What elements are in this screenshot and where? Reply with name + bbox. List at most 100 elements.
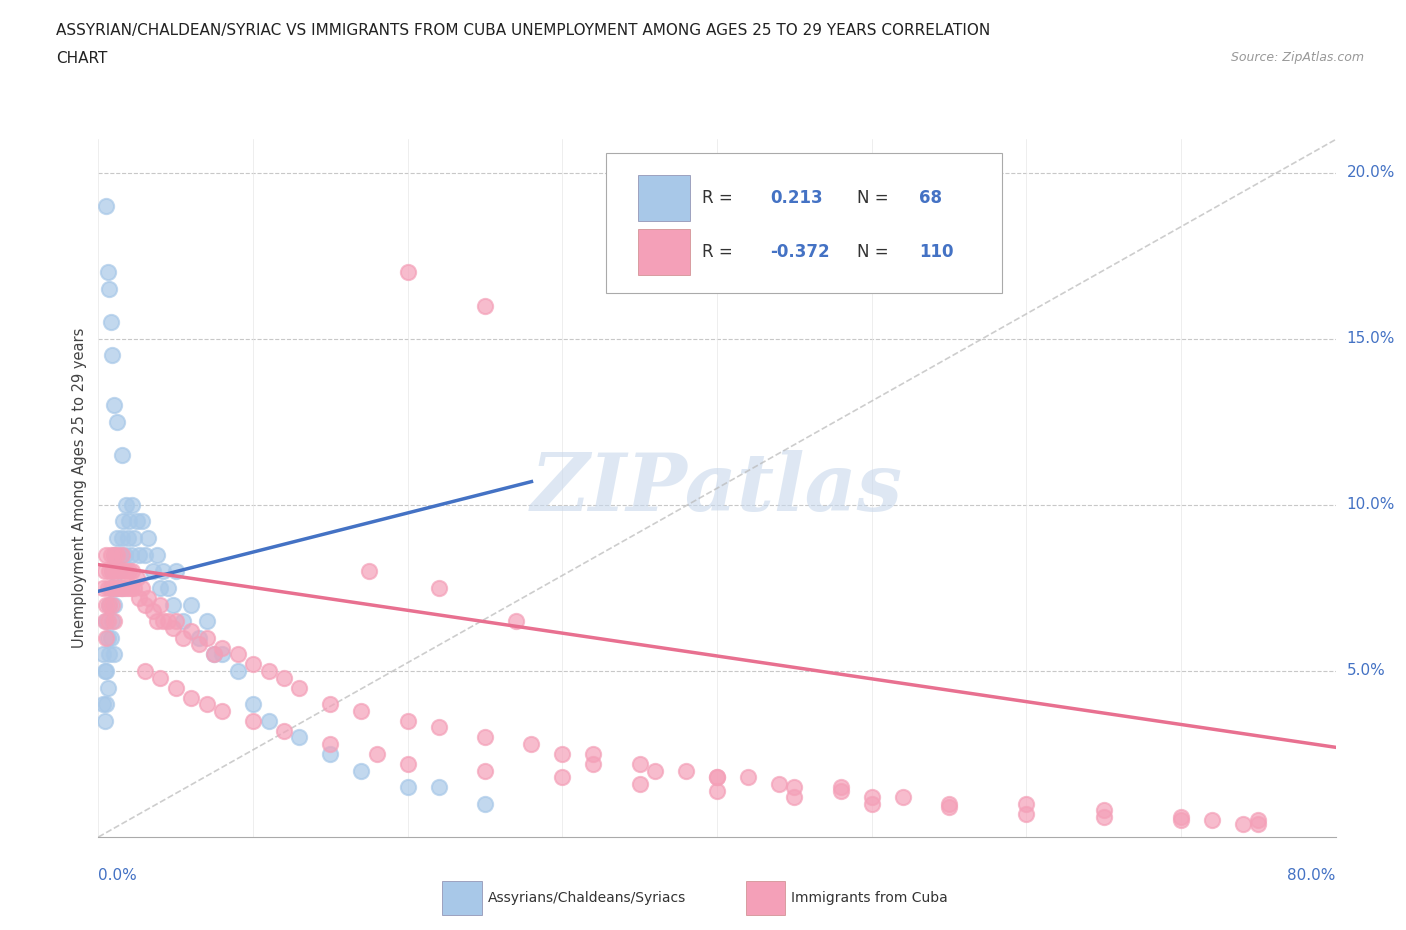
Point (128, 547, 150, 562)
Point (288, 680, 311, 695)
Point (396, 756, 419, 771)
Point (706, 770, 728, 785)
Point (165, 680, 187, 695)
Point (474, 796, 496, 811)
Point (551, 747, 574, 762)
Point (157, 580, 180, 595)
Point (103, 614, 125, 629)
Point (122, 531, 145, 546)
Point (93, 564, 115, 578)
Point (108, 580, 131, 595)
Point (112, 564, 135, 578)
Point (195, 614, 218, 629)
Point (96, 663, 118, 678)
Point (357, 564, 380, 578)
Point (152, 614, 174, 629)
Point (101, 348, 124, 363)
Point (319, 747, 342, 762)
Point (162, 597, 184, 612)
Point (149, 671, 172, 685)
Point (938, 796, 960, 811)
Point (111, 547, 132, 562)
Point (100, 314, 122, 329)
Point (111, 531, 132, 546)
Point (134, 663, 156, 678)
Point (273, 724, 295, 738)
Point (366, 747, 388, 762)
Point (582, 756, 605, 771)
Point (105, 580, 128, 595)
Point (96, 198, 118, 213)
Text: 110: 110 (918, 243, 953, 260)
Point (98, 597, 121, 612)
Text: CHART: CHART (56, 51, 108, 66)
Point (97, 580, 120, 595)
Point (104, 580, 127, 595)
Point (211, 703, 233, 718)
Point (396, 713, 419, 728)
Point (93, 614, 115, 629)
Point (91, 697, 114, 711)
Point (105, 531, 128, 546)
Point (115, 564, 138, 578)
Point (96, 631, 118, 645)
Point (172, 614, 194, 629)
Point (644, 764, 666, 778)
Point (149, 580, 172, 595)
Point (97, 614, 120, 629)
Point (103, 547, 125, 562)
Text: 15.0%: 15.0% (1347, 331, 1395, 346)
Point (118, 564, 141, 578)
Text: Source: ZipAtlas.com: Source: ZipAtlas.com (1230, 51, 1364, 64)
Point (427, 580, 450, 595)
Point (97, 680, 120, 695)
Point (582, 747, 605, 762)
Point (226, 647, 249, 662)
Point (134, 547, 156, 562)
Point (188, 631, 211, 645)
Point (128, 591, 150, 605)
Point (103, 597, 125, 612)
Point (1015, 806, 1038, 821)
Point (830, 779, 852, 794)
Point (195, 697, 218, 711)
Point (768, 777, 790, 791)
Point (180, 597, 202, 612)
FancyBboxPatch shape (638, 175, 690, 221)
Point (350, 703, 373, 718)
Point (105, 580, 128, 595)
Point (146, 614, 169, 629)
Point (165, 614, 187, 629)
Point (101, 564, 124, 578)
Point (96, 597, 118, 612)
Point (111, 580, 132, 595)
Text: ZIPatlas: ZIPatlas (531, 449, 903, 527)
Point (105, 415, 128, 430)
Point (98, 282, 121, 297)
Point (396, 779, 419, 794)
Point (117, 580, 139, 595)
Point (242, 713, 264, 728)
Point (107, 564, 129, 578)
Point (737, 770, 759, 785)
Point (1170, 813, 1192, 828)
Point (101, 614, 124, 629)
Text: 0.0%: 0.0% (98, 868, 138, 883)
Point (131, 514, 153, 529)
Point (100, 580, 122, 595)
Text: Immigrants from Cuba: Immigrants from Cuba (792, 891, 948, 906)
Point (141, 604, 165, 618)
Text: 20.0%: 20.0% (1347, 166, 1395, 180)
Point (101, 564, 124, 578)
Point (121, 498, 143, 512)
Point (783, 790, 806, 804)
Point (226, 663, 249, 678)
Text: 80.0%: 80.0% (1288, 868, 1336, 883)
Point (152, 564, 174, 578)
Point (1247, 813, 1270, 828)
Point (149, 597, 172, 612)
Point (180, 690, 202, 705)
Point (100, 580, 122, 595)
Point (172, 631, 194, 645)
Point (93, 713, 115, 728)
